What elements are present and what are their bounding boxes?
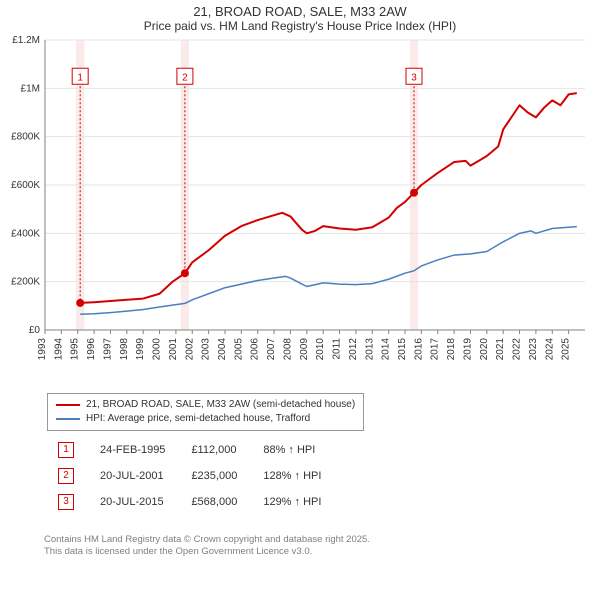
x-tick-label: 2003: [201, 338, 212, 361]
sale-marker-number: 2: [182, 72, 188, 83]
marker-badge: 1: [58, 442, 74, 458]
footer-line2: This data is licensed under the Open Gov…: [44, 546, 370, 558]
y-tick-label: £0: [29, 325, 41, 336]
marker-date: 20-JUL-2015: [88, 490, 177, 514]
marker-vs-hpi: 88% ↑ HPI: [251, 438, 333, 462]
price-chart: £0 £200K £400K £600K £800K £1M £1.2M 1993 1994 19…: [0, 0, 600, 390]
x-tick-label: 2020: [479, 338, 490, 361]
marker-price: £568,000: [179, 490, 249, 514]
x-tick-label: 1994: [53, 338, 64, 361]
marker-badge: 2: [58, 468, 74, 484]
sale-marker-number: 1: [77, 72, 83, 83]
legend-swatch: [56, 404, 80, 406]
sale-marker-dot: [410, 189, 418, 197]
x-tick-label: 2005: [233, 338, 244, 361]
marker-table-row: 1 24-FEB-1995£112,00088% ↑ HPI: [46, 438, 333, 462]
y-tick-label: £1.2M: [12, 35, 40, 46]
x-tick-label: 1995: [70, 338, 81, 361]
x-tick-label: 2023: [528, 338, 539, 361]
sale-marker-dot: [181, 269, 189, 277]
x-tick-label: 2021: [495, 338, 506, 361]
marker-date: 24-FEB-1995: [88, 438, 177, 462]
x-tick-label: 2012: [348, 338, 359, 361]
marker-table-row: 2 20-JUL-2001£235,000128% ↑ HPI: [46, 464, 333, 488]
x-tick-label: 1999: [135, 338, 146, 361]
marker-vs-hpi: 129% ↑ HPI: [251, 490, 333, 514]
x-tick-label: 1998: [119, 338, 130, 361]
y-tick-label: £400K: [11, 228, 40, 239]
marker-table-row: 3 20-JUL-2015£568,000129% ↑ HPI: [46, 490, 333, 514]
x-tick-label: 2016: [413, 338, 424, 361]
x-tick-label: 2011: [332, 338, 343, 360]
x-tick-label: 2007: [266, 338, 277, 361]
series-price_paid: [80, 93, 577, 303]
x-tick-label: 2015: [397, 338, 408, 361]
marker-date: 20-JUL-2001: [88, 464, 177, 488]
x-tick-label: 2000: [152, 338, 163, 361]
marker-price: £235,000: [179, 464, 249, 488]
x-tick-label: 2018: [446, 338, 457, 361]
x-tick-label: 1993: [37, 338, 48, 361]
marker-vs-hpi: 128% ↑ HPI: [251, 464, 333, 488]
x-tick-label: 2010: [315, 338, 326, 361]
x-tick-label: 2008: [282, 338, 293, 361]
y-tick-label: £800K: [11, 132, 40, 143]
x-tick-label: 2019: [462, 338, 473, 361]
sale-marker-dot: [76, 299, 84, 307]
x-tick-label: 2001: [168, 338, 179, 361]
x-tick-label: 2014: [381, 338, 392, 361]
legend-item: 21, BROAD ROAD, SALE, M33 2AW (semi-deta…: [56, 398, 355, 412]
x-tick-label: 2004: [217, 338, 228, 361]
sale-marker-table: 1 24-FEB-1995£112,00088% ↑ HPI 2 20-JUL-200…: [44, 436, 335, 516]
footer-line1: Contains HM Land Registry data © Crown c…: [44, 534, 370, 546]
legend-label: HPI: Average price, semi-detached house,…: [86, 412, 310, 426]
marker-badge: 3: [58, 494, 74, 510]
sale-marker-number: 3: [411, 72, 417, 83]
legend-label: 21, BROAD ROAD, SALE, M33 2AW (semi-deta…: [86, 398, 355, 412]
marker-price: £112,000: [179, 438, 249, 462]
y-tick-label: £1M: [21, 83, 40, 94]
x-tick-label: 2009: [299, 338, 310, 361]
legend: 21, BROAD ROAD, SALE, M33 2AW (semi-deta…: [47, 393, 364, 431]
x-tick-label: 1996: [86, 338, 97, 361]
x-tick-label: 2006: [250, 338, 261, 361]
x-tick-label: 1997: [102, 338, 113, 361]
x-tick-label: 2017: [430, 338, 441, 361]
legend-swatch: [56, 418, 80, 420]
x-tick-label: 2024: [544, 338, 555, 361]
x-tick-label: 2013: [364, 338, 375, 361]
legend-item: HPI: Average price, semi-detached house,…: [56, 412, 355, 426]
licence-footer: Contains HM Land Registry data © Crown c…: [44, 534, 370, 559]
y-tick-label: £200K: [11, 277, 40, 288]
y-tick-label: £600K: [11, 180, 40, 191]
x-tick-label: 2025: [561, 338, 572, 361]
x-tick-label: 2022: [512, 338, 523, 361]
series-hpi: [80, 227, 577, 315]
x-tick-label: 2002: [184, 338, 195, 361]
